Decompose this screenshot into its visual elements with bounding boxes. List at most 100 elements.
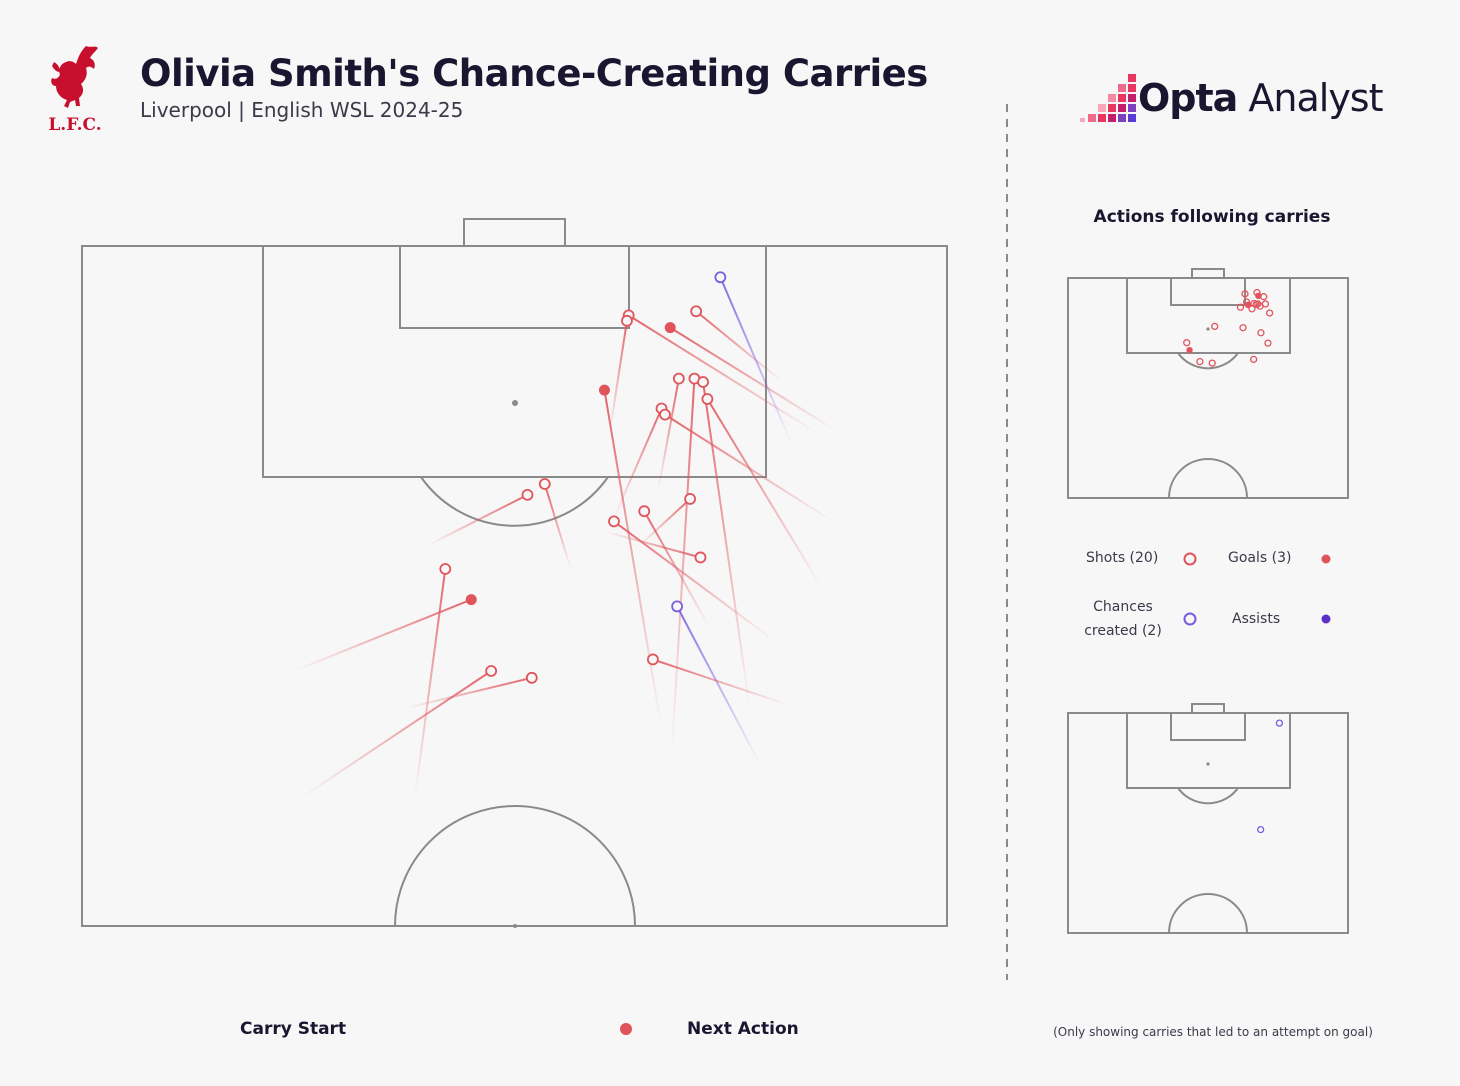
legend-chances-line2: created (2) bbox=[1084, 623, 1162, 639]
penalty-spot bbox=[512, 400, 518, 406]
mini-marker bbox=[1260, 293, 1268, 301]
mini-marker bbox=[1265, 309, 1274, 317]
mini-marker bbox=[1275, 719, 1284, 727]
panel-divider bbox=[1006, 104, 1008, 980]
carry-line bbox=[657, 378, 680, 491]
legend-assist-marker-icon bbox=[1321, 614, 1331, 624]
pitch-outline bbox=[81, 245, 948, 927]
legend-carry-start: Carry Start bbox=[240, 1019, 347, 1039]
centre-spot bbox=[513, 924, 517, 928]
legend-chance-marker-icon bbox=[1183, 612, 1197, 626]
carry-line bbox=[628, 314, 818, 434]
legend-shots-label: Shots (20) bbox=[1086, 550, 1159, 566]
mini-marker bbox=[1196, 357, 1204, 366]
carry-end-marker bbox=[439, 563, 452, 575]
mini-chances-layer bbox=[1256, 719, 1284, 834]
carry-end-marker bbox=[608, 515, 620, 528]
carry-line bbox=[613, 408, 663, 519]
carry-end-marker bbox=[714, 271, 727, 284]
legend-next-action: Next Action bbox=[687, 1019, 799, 1039]
carry-end-marker bbox=[598, 384, 610, 396]
carry-end-marker bbox=[647, 653, 659, 666]
carry-end-marker bbox=[638, 505, 651, 518]
carry-line bbox=[608, 320, 628, 434]
legend-goals-label: Goals (3) bbox=[1228, 550, 1292, 566]
legend-carry-line bbox=[412, 1023, 632, 1035]
carry-line bbox=[427, 493, 528, 547]
carry-line bbox=[664, 413, 834, 523]
carry-line bbox=[706, 398, 823, 588]
carry-line bbox=[302, 670, 492, 798]
brand-name-bold: Opta bbox=[1138, 76, 1238, 120]
penalty-arc bbox=[420, 476, 609, 527]
carry-line bbox=[414, 568, 447, 797]
carry-end-marker bbox=[697, 376, 709, 388]
mini-marker bbox=[1186, 346, 1193, 354]
carry-line bbox=[652, 658, 790, 706]
mini-shots-layer bbox=[1183, 288, 1274, 367]
carry-line bbox=[639, 498, 691, 546]
legend-goal-marker-icon bbox=[1321, 554, 1331, 564]
carry-end-marker bbox=[465, 594, 477, 606]
mini-pitch-chances bbox=[1067, 703, 1349, 934]
carry-end-marker bbox=[664, 322, 676, 334]
carry-end-marker bbox=[521, 488, 534, 501]
mini-marker bbox=[1250, 299, 1258, 308]
mini-marker bbox=[1183, 339, 1191, 347]
mini-marker bbox=[1208, 359, 1216, 367]
legend-chances-line1: Chances bbox=[1093, 599, 1153, 615]
footnote: (Only showing carries that led to an att… bbox=[1053, 1025, 1373, 1039]
carry-line bbox=[613, 520, 775, 642]
brand-name: Opta Analyst bbox=[1138, 76, 1384, 120]
carry-line bbox=[702, 381, 751, 709]
carry-line bbox=[603, 389, 663, 729]
mini-pitch-shots bbox=[1067, 268, 1349, 499]
mini-marker bbox=[1239, 324, 1247, 332]
goal bbox=[463, 218, 566, 247]
carry-end-marker bbox=[538, 478, 551, 490]
carry-line bbox=[695, 310, 784, 383]
carry-end-marker bbox=[684, 493, 696, 505]
carry-end-marker bbox=[659, 408, 671, 421]
mini-marker bbox=[1261, 300, 1270, 308]
mini-marker bbox=[1249, 355, 1258, 364]
liverpool-badge-icon: L.F.C. bbox=[48, 46, 102, 134]
mini-marker bbox=[1236, 303, 1245, 311]
carry-end-marker bbox=[694, 551, 707, 564]
carry-line bbox=[669, 326, 836, 431]
carry-end-marker bbox=[671, 600, 684, 613]
carry-end-marker bbox=[690, 305, 703, 318]
opta-pixel-bars-icon bbox=[1080, 74, 1136, 122]
page-title: Olivia Smith's Chance-Creating Carries bbox=[140, 52, 928, 95]
carry-end-marker bbox=[621, 314, 633, 327]
carries-layer bbox=[293, 271, 836, 798]
carry-end-marker bbox=[485, 665, 498, 677]
carry-line bbox=[605, 530, 701, 559]
mini-marker bbox=[1211, 322, 1219, 331]
carry-line bbox=[670, 378, 696, 750]
mini-marker bbox=[1264, 339, 1272, 347]
page-subtitle: Liverpool | English WSL 2024-25 bbox=[140, 98, 464, 122]
mini-marker bbox=[1256, 825, 1265, 834]
carry-end-marker bbox=[525, 671, 538, 684]
carry-end-marker bbox=[672, 372, 685, 385]
carry-line bbox=[293, 598, 472, 672]
mini-panel-title: Actions following carries bbox=[1093, 207, 1331, 227]
brand-name-light: Analyst bbox=[1237, 76, 1383, 120]
centre-circle bbox=[394, 805, 636, 927]
legend-assists-label: Assists bbox=[1232, 611, 1281, 627]
mini-marker bbox=[1257, 329, 1265, 337]
carry-end-marker bbox=[701, 393, 714, 405]
legend-shot-marker-icon bbox=[1183, 552, 1197, 566]
carry-line bbox=[676, 605, 761, 764]
mini-marker bbox=[1241, 290, 1249, 298]
carry-line bbox=[404, 676, 533, 710]
badge-text: L.F.C. bbox=[48, 115, 101, 134]
carry-line bbox=[719, 276, 793, 444]
mini-marker bbox=[1254, 300, 1262, 308]
carry-line bbox=[543, 483, 572, 570]
mini-marker bbox=[1242, 298, 1251, 306]
mini-marker bbox=[1255, 292, 1262, 300]
main-pitch bbox=[81, 218, 948, 928]
six-yard-box bbox=[399, 245, 630, 329]
